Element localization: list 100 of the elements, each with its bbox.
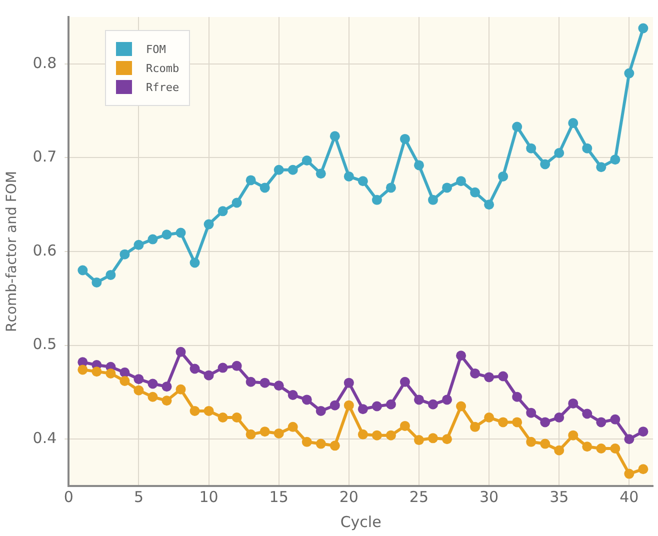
point (302, 394, 312, 405)
point (414, 394, 424, 405)
point (512, 417, 522, 428)
point (218, 206, 228, 216)
point (204, 406, 214, 416)
x-axis-title: Cycle (340, 512, 382, 531)
point (624, 434, 634, 444)
point (246, 175, 256, 186)
point (190, 258, 200, 268)
point (610, 414, 620, 424)
point (428, 399, 438, 410)
point (470, 187, 480, 198)
point (344, 400, 354, 410)
point (176, 346, 186, 357)
x-tick-label: 10 (199, 488, 218, 506)
point (414, 160, 424, 170)
point (204, 370, 214, 380)
point (442, 182, 452, 193)
point (232, 360, 242, 371)
point (512, 122, 522, 132)
point (232, 198, 242, 208)
point (190, 364, 200, 374)
point (624, 68, 634, 78)
x-tick-label: 20 (339, 488, 358, 506)
point (456, 176, 466, 186)
point (624, 468, 634, 479)
point (456, 401, 466, 412)
x-tick-label: 0 (64, 488, 74, 506)
point (260, 182, 270, 193)
point (134, 374, 144, 384)
point (176, 228, 186, 238)
point (344, 171, 354, 182)
point (386, 399, 396, 410)
point (484, 372, 494, 382)
point (218, 362, 228, 373)
point (92, 366, 102, 377)
point (330, 131, 340, 142)
point (372, 430, 382, 440)
point (134, 240, 144, 250)
point (134, 385, 144, 396)
point (582, 408, 592, 419)
x-tick-label: 40 (620, 488, 639, 506)
point (120, 376, 130, 386)
point (596, 443, 606, 454)
point (274, 164, 284, 175)
point (428, 194, 438, 205)
point (484, 412, 494, 423)
point (162, 230, 172, 240)
legend-label: FOM (146, 42, 166, 56)
point (484, 200, 494, 210)
point (302, 156, 312, 166)
point (554, 148, 564, 158)
y-tick-label: 0.5 (32, 335, 57, 354)
point (78, 265, 88, 276)
point (148, 378, 158, 389)
point (330, 440, 340, 451)
point (204, 219, 214, 230)
point (582, 143, 592, 154)
point (358, 404, 368, 414)
point (442, 394, 452, 405)
point (540, 159, 550, 170)
point (372, 401, 382, 412)
point (246, 429, 256, 440)
point (246, 376, 256, 387)
point (358, 176, 368, 186)
point (386, 182, 396, 193)
point (302, 436, 312, 447)
point (232, 412, 242, 423)
point (288, 164, 298, 175)
point (288, 422, 298, 432)
point (582, 442, 592, 452)
point (400, 420, 410, 431)
point (176, 384, 186, 394)
x-tick-label: 30 (480, 488, 499, 506)
point (540, 438, 550, 449)
point (554, 412, 564, 423)
point (330, 400, 340, 410)
point (274, 380, 284, 391)
point (610, 443, 620, 454)
point (428, 433, 438, 444)
point (148, 392, 158, 402)
point (316, 406, 326, 416)
y-tick-label: 0.7 (32, 148, 57, 166)
point (400, 134, 410, 144)
point (498, 371, 508, 382)
point (190, 406, 200, 416)
point (498, 417, 508, 428)
x-tick-label: 15 (269, 488, 288, 506)
x-tick-label: 35 (550, 488, 569, 506)
point (344, 378, 354, 388)
point (386, 430, 396, 440)
point (568, 430, 578, 440)
point (148, 234, 158, 244)
point (274, 428, 284, 438)
point (288, 390, 298, 400)
point (260, 426, 270, 437)
point (456, 350, 466, 361)
point (540, 417, 550, 428)
legend-label: Rfree (146, 80, 180, 94)
point (162, 396, 172, 406)
